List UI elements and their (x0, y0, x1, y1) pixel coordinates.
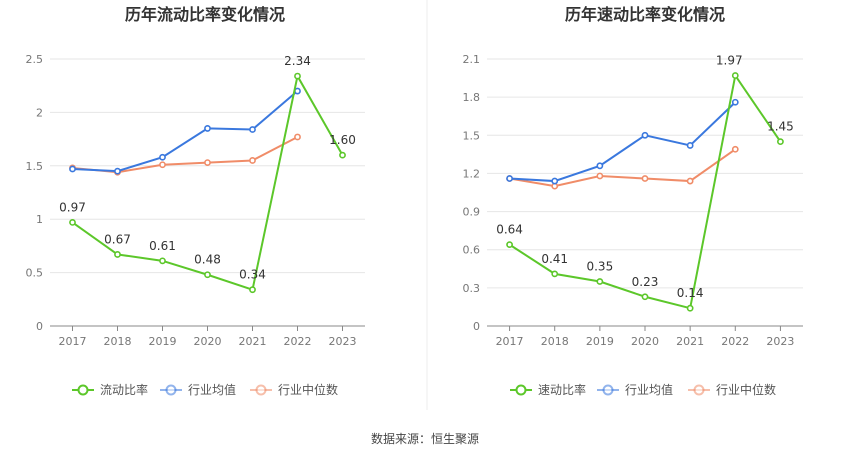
x-tick-label: 2019 (149, 335, 177, 348)
x-tick-label: 2022 (721, 335, 749, 348)
y-tick-label: 0 (36, 320, 43, 333)
data-point-median (159, 161, 166, 169)
data-label: 1.45 (767, 120, 794, 134)
data-point-median (204, 159, 211, 166)
legend-label: 行业均值 (188, 382, 236, 397)
x-tick-label: 2018 (541, 335, 569, 348)
x-tick-label: 2021 (676, 335, 704, 348)
series-line-company (509, 72, 782, 310)
y-tick-label: 1.8 (463, 91, 481, 104)
data-label: 0.14 (677, 286, 704, 300)
y-tick-label: 0 (473, 320, 480, 333)
legend-marker (77, 384, 89, 396)
y-tick-label: 2.5 (26, 53, 44, 66)
current-ratio-chart: 历年流动比率变化情况 0 0.5 1 1.5 2 2.5 2017 2018 2019 2020 20… (26, 5, 365, 397)
series-line-median (509, 148, 736, 188)
chart-title: 历年速动比率变化情况 (565, 5, 725, 24)
data-point-median (249, 157, 256, 164)
data-label: 0.41 (541, 252, 568, 266)
data-point-avg (114, 167, 121, 175)
data-label: 0.23 (632, 275, 659, 289)
data-point-avg (506, 175, 513, 182)
data-label: 0.61 (149, 239, 176, 253)
data-point-median (731, 145, 739, 153)
legend-marker (165, 384, 177, 396)
x-tick-label: 2023 (329, 335, 357, 348)
y-tick-label: 1.5 (26, 160, 44, 173)
data-point-company (506, 241, 513, 249)
x-tick-label: 2017 (59, 335, 87, 348)
data-source: 数据来源：恒生聚源 (371, 431, 479, 446)
data-point-company (339, 151, 346, 159)
data-point-company (249, 286, 256, 294)
x-tick-label: 2020 (631, 335, 659, 348)
data-label: 0.48 (194, 253, 221, 267)
data-point-median (641, 175, 649, 182)
y-tick-label: 0.9 (463, 206, 481, 219)
data-point-median (294, 133, 301, 141)
data-point-company (731, 72, 739, 79)
data-point-company (69, 219, 76, 226)
y-tick-label: 1.2 (463, 167, 481, 180)
data-label: 0.64 (496, 223, 523, 237)
data-point-avg (204, 125, 211, 132)
data-label: 0.34 (239, 268, 266, 282)
data-point-company (686, 304, 694, 312)
data-point-company (294, 72, 301, 80)
legend-label: 行业均值 (625, 382, 673, 397)
legend-marker (602, 384, 614, 396)
legend-marker (515, 384, 527, 396)
series-line-avg (509, 101, 736, 183)
quick-ratio-chart: 历年速动比率变化情况 0 0.3 0.6 0.9 1.2 1.5 1.8 2.1 2017 2018… (463, 5, 803, 397)
data-point-company (551, 270, 559, 278)
legend-label: 流动比率 (100, 382, 148, 397)
legend-label: 行业中位数 (716, 382, 776, 397)
y-tick-label: 0.3 (463, 282, 481, 295)
y-tick-label: 1.5 (463, 129, 481, 142)
series-line-avg (72, 90, 299, 173)
x-tick-label: 2017 (496, 335, 524, 348)
x-tick-label: 2019 (586, 335, 614, 348)
data-point-median (686, 177, 694, 185)
data-label: 0.97 (59, 200, 86, 214)
data-point-avg (159, 153, 166, 161)
y-tick-label: 2 (36, 106, 43, 119)
data-point-avg (641, 131, 649, 139)
chart-title: 历年流动比率变化情况 (125, 5, 285, 24)
legend-marker (255, 384, 267, 396)
data-point-avg (731, 98, 739, 106)
x-tick-label: 2023 (766, 335, 794, 348)
data-point-avg (686, 142, 694, 149)
data-point-avg (596, 162, 604, 170)
y-tick-label: 2.1 (463, 53, 481, 66)
y-tick-label: 0.5 (26, 267, 44, 280)
data-point-company (114, 251, 121, 258)
legend-marker (693, 384, 705, 396)
data-point-avg (69, 165, 76, 173)
x-tick-label: 2020 (194, 335, 222, 348)
data-label: 1.60 (329, 133, 356, 147)
x-tick-label: 2022 (284, 335, 312, 348)
data-point-company (641, 293, 649, 301)
data-label: 2.34 (284, 54, 311, 68)
data-label: 1.97 (716, 54, 743, 68)
y-tick-label: 1 (36, 213, 43, 226)
x-tick-label: 2021 (239, 335, 267, 348)
data-label: 0.67 (104, 232, 131, 246)
x-tick-label: 2018 (104, 335, 132, 348)
data-label: 0.35 (586, 260, 613, 274)
data-point-company (204, 271, 211, 279)
data-point-company (159, 257, 166, 265)
data-point-company (596, 278, 604, 285)
legend-label: 速动比率 (538, 382, 586, 397)
y-tick-label: 0.6 (463, 244, 481, 257)
data-point-avg (551, 177, 559, 185)
data-point-company (777, 138, 784, 146)
legend-label: 行业中位数 (278, 382, 338, 397)
data-point-avg (249, 126, 256, 133)
data-point-median (596, 172, 604, 180)
